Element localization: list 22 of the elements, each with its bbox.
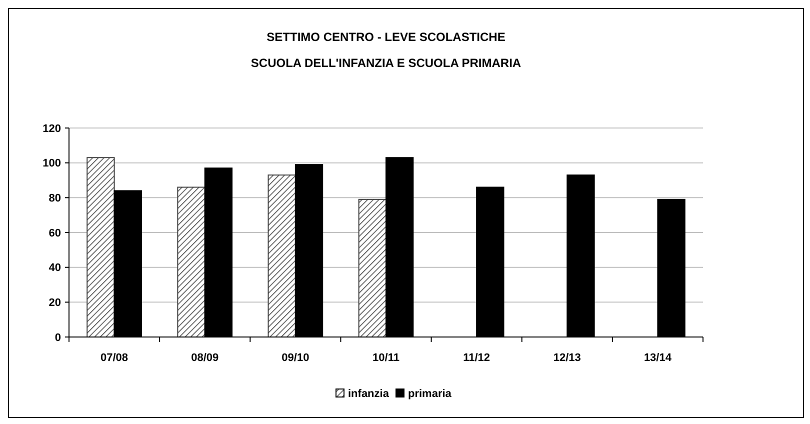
legend-label: primaria (408, 388, 452, 400)
y-tick-label: 100 (42, 158, 61, 170)
y-tick-label: 40 (48, 262, 61, 274)
legend-label: infanzia (348, 388, 390, 400)
bar (86, 157, 115, 338)
bar (268, 174, 296, 338)
chart-subtitle: SCUOLA DELL'INFANZIA E SCUOLA PRIMARIA (250, 56, 522, 70)
y-tick-label: 80 (48, 192, 61, 205)
x-tick-label: 13/14 (644, 352, 672, 364)
x-tick-label: 08/09 (191, 352, 219, 364)
bar (177, 186, 206, 338)
y-tick-label: 60 (48, 227, 61, 240)
x-tick-label: 07/08 (100, 352, 128, 364)
y-tick-label: 0 (54, 332, 61, 344)
bar (358, 198, 386, 338)
y-tick-label: 120 (42, 122, 61, 135)
x-tick-label: 09/10 (282, 352, 310, 364)
y-tick-label: 20 (48, 297, 61, 310)
x-tick-label: 12/13 (553, 352, 581, 364)
chart-title: SETTIMO CENTRO - LEVE SCOLASTICHE (266, 30, 506, 44)
x-tick-label: 11/12 (463, 352, 490, 364)
x-tick-label: 10/11 (372, 352, 400, 364)
